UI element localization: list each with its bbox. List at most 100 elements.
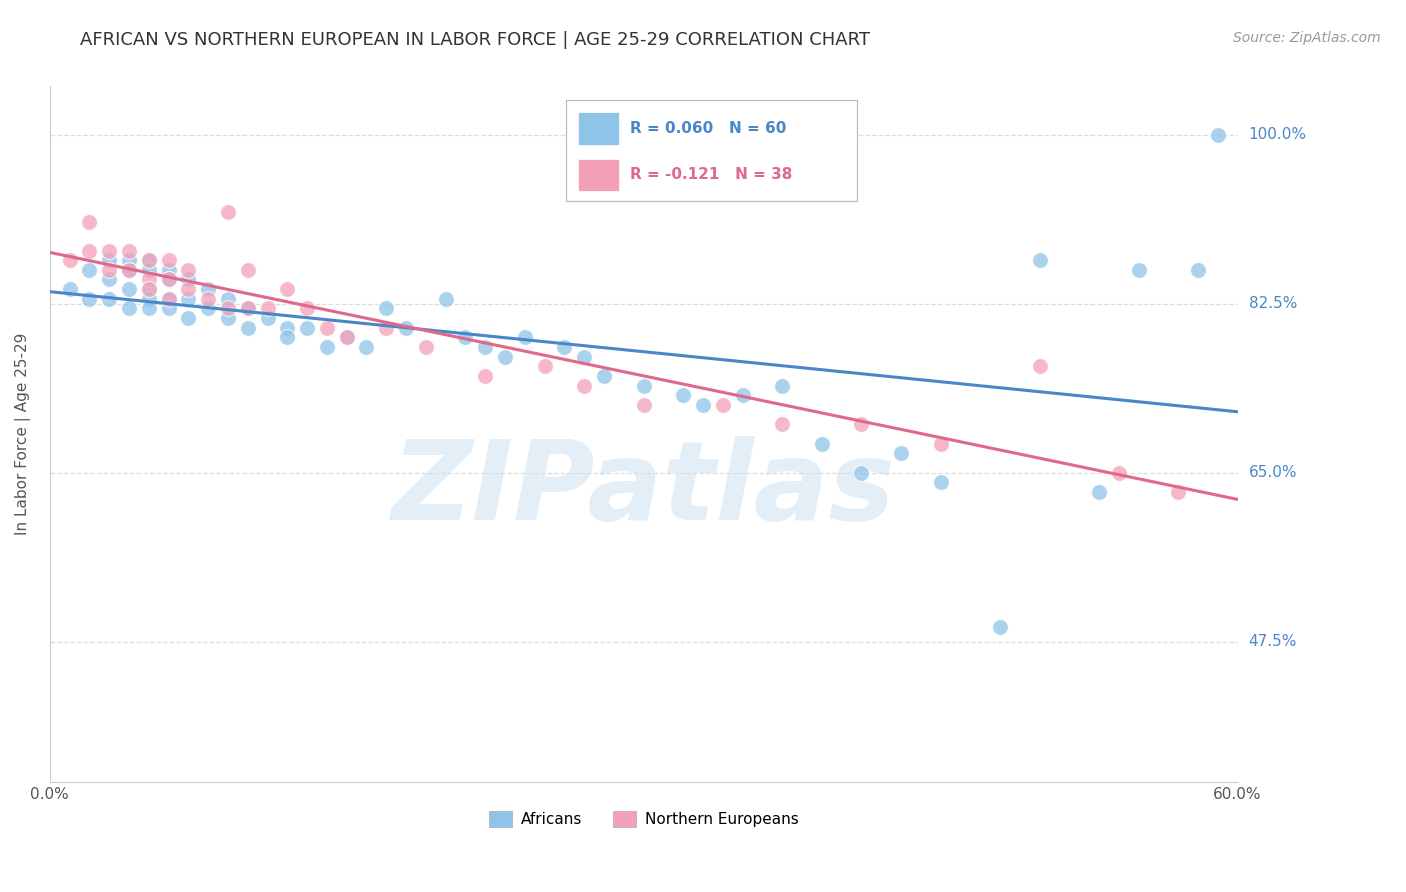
- Point: [217, 311, 239, 326]
- Point: [1028, 359, 1050, 374]
- Point: [157, 301, 180, 316]
- Point: [692, 398, 714, 412]
- Point: [494, 350, 516, 364]
- Text: Source: ZipAtlas.com: Source: ZipAtlas.com: [1233, 31, 1381, 45]
- Point: [276, 330, 298, 344]
- Point: [316, 320, 339, 334]
- Text: ZIPatlas: ZIPatlas: [392, 436, 896, 543]
- Point: [513, 330, 536, 344]
- Point: [236, 301, 259, 316]
- Point: [118, 244, 141, 258]
- Point: [236, 301, 259, 316]
- Point: [574, 378, 596, 392]
- Point: [929, 475, 952, 490]
- Point: [118, 263, 141, 277]
- Point: [118, 263, 141, 277]
- Y-axis label: In Labor Force | Age 25-29: In Labor Force | Age 25-29: [15, 333, 31, 535]
- Point: [375, 301, 398, 316]
- Point: [1108, 466, 1130, 480]
- Point: [138, 282, 160, 296]
- Point: [177, 263, 200, 277]
- Point: [929, 436, 952, 450]
- Point: [295, 301, 318, 316]
- Point: [177, 282, 200, 296]
- Point: [256, 311, 278, 326]
- Point: [79, 263, 101, 277]
- Point: [454, 330, 477, 344]
- Point: [276, 282, 298, 296]
- Point: [236, 263, 259, 277]
- Point: [1187, 263, 1209, 277]
- Point: [138, 301, 160, 316]
- Text: 65.0%: 65.0%: [1249, 465, 1298, 480]
- Point: [474, 369, 496, 384]
- Point: [988, 620, 1011, 634]
- Point: [672, 388, 695, 402]
- Point: [395, 320, 418, 334]
- Point: [336, 330, 359, 344]
- Point: [157, 292, 180, 306]
- Point: [177, 292, 200, 306]
- Point: [356, 340, 378, 354]
- Point: [98, 253, 121, 268]
- Point: [157, 292, 180, 306]
- Point: [197, 292, 219, 306]
- Point: [236, 320, 259, 334]
- Point: [415, 340, 437, 354]
- Point: [256, 301, 278, 316]
- Point: [138, 272, 160, 286]
- Point: [138, 263, 160, 277]
- Point: [138, 292, 160, 306]
- Point: [295, 320, 318, 334]
- Point: [1167, 485, 1189, 500]
- Text: AFRICAN VS NORTHERN EUROPEAN IN LABOR FORCE | AGE 25-29 CORRELATION CHART: AFRICAN VS NORTHERN EUROPEAN IN LABOR FO…: [80, 31, 870, 49]
- Point: [851, 417, 873, 432]
- Point: [157, 263, 180, 277]
- Point: [1206, 128, 1229, 142]
- Point: [375, 320, 398, 334]
- Point: [118, 282, 141, 296]
- Point: [731, 388, 754, 402]
- Point: [79, 292, 101, 306]
- Point: [810, 436, 832, 450]
- Text: 100.0%: 100.0%: [1249, 128, 1306, 142]
- Text: 82.5%: 82.5%: [1249, 296, 1296, 311]
- Point: [553, 340, 575, 354]
- Point: [138, 282, 160, 296]
- Point: [633, 398, 655, 412]
- Point: [217, 301, 239, 316]
- Point: [890, 446, 912, 460]
- Point: [1088, 485, 1111, 500]
- Point: [79, 244, 101, 258]
- Point: [157, 253, 180, 268]
- Point: [98, 263, 121, 277]
- Point: [276, 320, 298, 334]
- Point: [770, 417, 793, 432]
- Point: [138, 253, 160, 268]
- Point: [197, 301, 219, 316]
- Point: [474, 340, 496, 354]
- Point: [98, 292, 121, 306]
- Point: [177, 311, 200, 326]
- Point: [851, 466, 873, 480]
- Point: [98, 244, 121, 258]
- Point: [1128, 263, 1150, 277]
- Point: [633, 378, 655, 392]
- Point: [138, 253, 160, 268]
- Point: [177, 272, 200, 286]
- Point: [217, 205, 239, 219]
- Point: [197, 282, 219, 296]
- Point: [593, 369, 616, 384]
- Point: [58, 253, 80, 268]
- Point: [316, 340, 339, 354]
- Point: [770, 378, 793, 392]
- Point: [157, 272, 180, 286]
- Point: [79, 214, 101, 228]
- Point: [533, 359, 555, 374]
- Text: 47.5%: 47.5%: [1249, 634, 1296, 649]
- Point: [118, 253, 141, 268]
- Point: [58, 282, 80, 296]
- Point: [711, 398, 734, 412]
- Point: [157, 272, 180, 286]
- Point: [1028, 253, 1050, 268]
